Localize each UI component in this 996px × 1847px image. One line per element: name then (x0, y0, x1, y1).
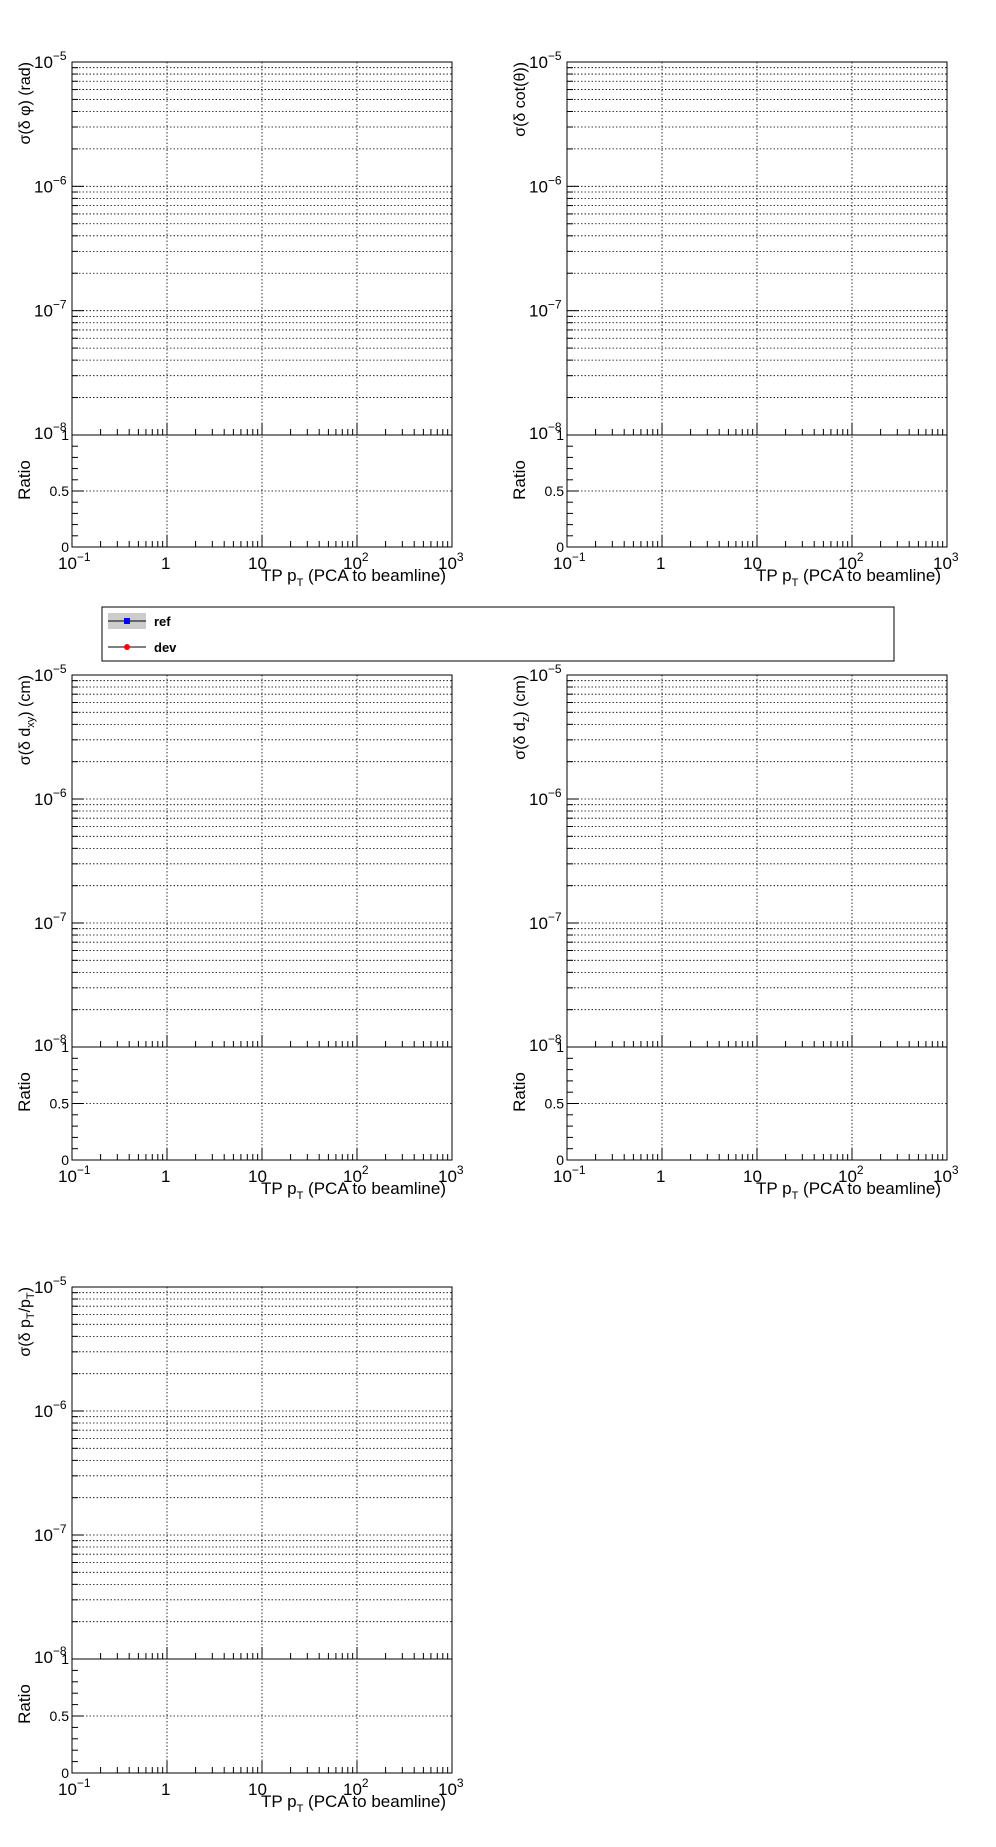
legend-label: ref (154, 614, 171, 629)
y-ticks (72, 674, 84, 1161)
y-ticks (567, 674, 579, 1161)
svg-text:Ratio: Ratio (15, 1684, 34, 1724)
legend-marker (124, 618, 130, 624)
x-tick-label: 1 (161, 1167, 170, 1186)
ratio-tick-label: 0.5 (50, 1096, 70, 1112)
ratio-axis-title: Ratio (15, 1072, 34, 1112)
ratio-tick-label: 1 (61, 1651, 69, 1667)
x-tick-label: 10 (248, 1780, 267, 1799)
x-ticks (566, 1035, 944, 1160)
x-axis-title: TP pT (PCA to beamline) (261, 1179, 446, 1202)
legend: ref dev (101, 606, 895, 662)
y-tick-label: 10−7 (34, 298, 67, 321)
svg-text:Ratio: Ratio (510, 460, 529, 500)
y-tick-label: 10−5 (529, 662, 562, 685)
ratio-tick-label: 1 (61, 1039, 69, 1055)
grid-lines (567, 675, 947, 1160)
svg-text:σ(δ φ) (rad): σ(δ φ) (rad) (17, 62, 34, 144)
svg-text:σ(δ cot(θ)): σ(δ cot(θ)) (512, 62, 529, 137)
ratio-axis-title: Ratio (510, 460, 529, 500)
x-axis-title: TP pT (PCA to beamline) (756, 566, 941, 589)
y-axis-title: σ(δ dz) (cm) (512, 675, 532, 760)
ratio-tick-label: 0.5 (50, 1708, 70, 1724)
x-axis-title: TP pT (PCA to beamline) (261, 1792, 446, 1815)
grid-lines (72, 1287, 452, 1773)
x-ticks (71, 1035, 449, 1160)
y-tick-label: 10−7 (529, 910, 562, 933)
y-tick-label: 10−6 (529, 786, 562, 809)
y-ticks (567, 61, 579, 548)
y-ticks (72, 1286, 84, 1774)
x-ticks (566, 423, 944, 547)
svg-text:Ratio: Ratio (15, 460, 34, 500)
y-tick-label: 10−7 (34, 1522, 67, 1545)
x-tick-label: 10 (248, 1167, 267, 1186)
x-tick-label: 1 (161, 1780, 170, 1799)
ratio-tick-label: 0 (556, 539, 564, 555)
x-axis-title: TP pT (PCA to beamline) (261, 566, 446, 589)
ratio-tick-label: 0 (61, 1765, 69, 1781)
ratio-tick-label: 0.5 (50, 483, 70, 499)
y-ticks (72, 61, 84, 548)
x-tick-label: 10 (743, 554, 762, 573)
x-tick-label: 1 (656, 1167, 665, 1186)
svg-text:σ(δ dxy) (cm): σ(δ dxy) (cm) (17, 675, 37, 765)
y-tick-label: 10−5 (529, 49, 562, 72)
grid-lines (72, 62, 452, 547)
y-tick-label: 10−7 (529, 298, 562, 321)
y-axis-title: σ(δ φ) (rad) (17, 62, 34, 144)
x-tick-label: 10 (248, 554, 267, 573)
svg-text:σ(δ pT/pT): σ(δ pT/pT) (17, 1287, 37, 1357)
x-ticks (71, 1647, 449, 1773)
y-tick-label: 10−5 (34, 1274, 67, 1297)
ratio-axis-title: Ratio (15, 460, 34, 500)
y-tick-label: 10−5 (34, 662, 67, 685)
y-tick-label: 10−6 (529, 173, 562, 196)
y-tick-label: 10−7 (34, 910, 67, 933)
ratio-tick-label: 1 (556, 1039, 564, 1055)
x-tick-label: 10−1 (553, 1163, 586, 1186)
y-axis-title: σ(δ cot(θ)) (512, 62, 529, 137)
y-tick-label: 10−5 (34, 49, 67, 72)
y-tick-label: 10−6 (34, 1398, 67, 1421)
ratio-axis-title: Ratio (15, 1684, 34, 1724)
y-axis-title: σ(δ dxy) (cm) (17, 675, 37, 765)
legend-label: dev (154, 640, 177, 655)
legend-entry-dev: dev (108, 640, 177, 655)
ratio-tick-label: 0 (61, 539, 69, 555)
ratio-tick-label: 1 (61, 427, 69, 443)
ratio-tick-label: 0.5 (545, 1096, 565, 1112)
ratio-tick-label: 1 (556, 427, 564, 443)
svg-text:Ratio: Ratio (510, 1072, 529, 1112)
x-ticks (71, 423, 449, 547)
y-tick-label: 10−6 (34, 786, 67, 809)
x-tick-label: 1 (161, 554, 170, 573)
y-axis-title: σ(δ pT/pT) (17, 1287, 37, 1357)
svg-text:σ(δ dz) (cm): σ(δ dz) (cm) (512, 675, 532, 760)
svg-text:Ratio: Ratio (15, 1072, 34, 1112)
x-tick-label: 10 (743, 1167, 762, 1186)
x-axis-title: TP pT (PCA to beamline) (756, 1179, 941, 1202)
legend-marker (124, 644, 130, 650)
ratio-tick-label: 0.5 (545, 483, 565, 499)
ratio-axis-title: Ratio (510, 1072, 529, 1112)
y-tick-label: 10−6 (34, 173, 67, 196)
x-tick-label: 1 (656, 554, 665, 573)
grid-lines (72, 675, 452, 1160)
x-tick-label: 10−1 (58, 550, 91, 573)
x-tick-label: 10−1 (553, 550, 586, 573)
ratio-tick-label: 0 (556, 1152, 564, 1168)
grid-lines (567, 62, 947, 547)
x-tick-label: 10−1 (58, 1163, 91, 1186)
ratio-tick-label: 0 (61, 1152, 69, 1168)
legend-entry-ref: ref (108, 613, 171, 629)
legend-frame (101, 606, 895, 662)
x-tick-label: 10−1 (58, 1776, 91, 1799)
